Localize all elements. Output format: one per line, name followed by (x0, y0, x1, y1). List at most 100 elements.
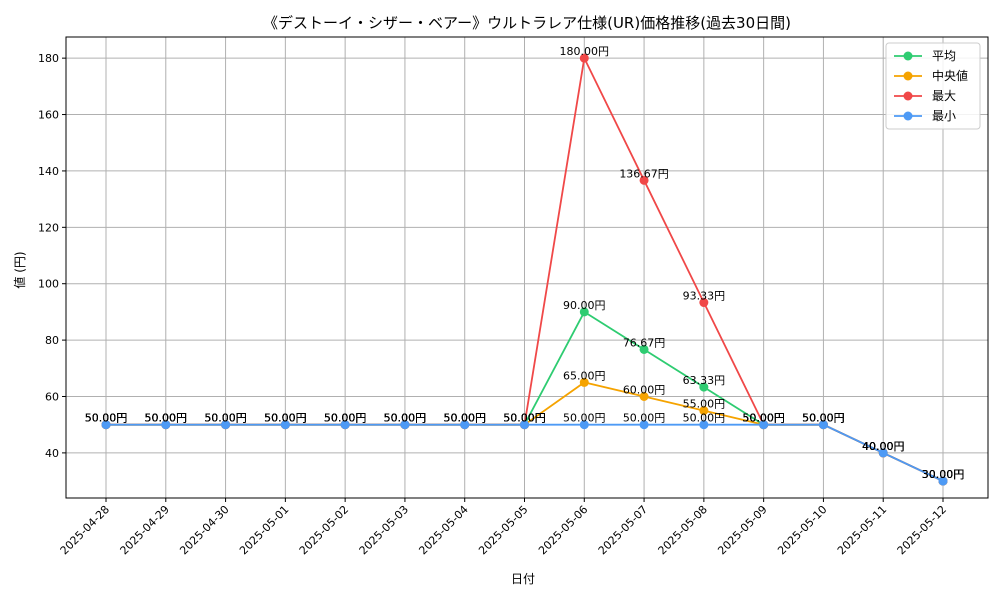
data-point (699, 298, 709, 308)
data-point (759, 420, 769, 430)
plot-frame (65, 36, 989, 499)
data-point (699, 382, 709, 392)
data-label: 30.00円 (922, 468, 965, 481)
y-tick-label: 160 (38, 109, 59, 122)
data-label: 50.00円 (384, 412, 427, 425)
data-label: 50.00円 (324, 412, 367, 425)
data-label: 93.33円 (683, 290, 726, 303)
legend-box (885, 42, 981, 130)
data-label: 50.00円 (683, 412, 726, 425)
data-label: 50.00円 (264, 412, 307, 425)
data-label: 50.00円 (324, 412, 367, 425)
data-label: 50.00円 (443, 412, 486, 425)
data-label: 50.00円 (324, 412, 367, 425)
data-label: 50.00円 (503, 412, 546, 425)
data-label: 50.00円 (503, 412, 546, 425)
data-label: 50.00円 (443, 412, 486, 425)
data-point (639, 344, 649, 354)
data-label: 50.00円 (503, 412, 546, 425)
data-label: 50.00円 (204, 412, 247, 425)
y-axis-title: 値 (円) (12, 251, 27, 288)
data-label: 50.00円 (443, 412, 486, 425)
data-point (340, 420, 350, 430)
legend-label: 最大 (932, 89, 956, 103)
data-point (579, 307, 589, 317)
legend-marker (903, 71, 913, 81)
data-label: 50.00円 (742, 412, 785, 425)
data-point (699, 420, 709, 430)
data-label: 50.00円 (384, 412, 427, 425)
y-tick-label: 180 (38, 52, 59, 65)
data-label: 50.00円 (802, 412, 845, 425)
legend-label: 最小 (932, 109, 956, 123)
data-label: 65.00円 (563, 369, 606, 382)
data-label: 50.00円 (623, 412, 666, 425)
data-label: 30.00円 (922, 468, 965, 481)
data-label: 50.00円 (145, 412, 188, 425)
data-point (579, 377, 589, 387)
data-label: 50.00円 (503, 412, 546, 425)
data-label: 50.00円 (145, 412, 188, 425)
data-label: 50.00円 (443, 412, 486, 425)
data-label: 50.00円 (384, 412, 427, 425)
legend-label: 平均 (932, 49, 956, 63)
data-label: 50.00円 (802, 412, 845, 425)
data-label: 60.00円 (623, 383, 666, 396)
data-point (639, 175, 649, 185)
data-label: 50.00円 (563, 412, 606, 425)
data-label: 76.67円 (623, 336, 666, 349)
y-tick-label: 140 (38, 165, 59, 178)
data-label: 50.00円 (204, 412, 247, 425)
data-label: 55.00円 (683, 398, 726, 411)
data-label: 50.00円 (85, 412, 128, 425)
grid-lines (66, 37, 988, 498)
legend-marker (903, 51, 913, 61)
data-label: 50.00円 (742, 412, 785, 425)
data-label: 50.00円 (204, 412, 247, 425)
data-point (460, 420, 470, 430)
data-point (101, 420, 111, 430)
data-point (639, 420, 649, 430)
data-point (639, 391, 649, 401)
data-label: 50.00円 (264, 412, 307, 425)
data-label: 136.67円 (619, 167, 669, 180)
data-point (699, 406, 709, 416)
data-label: 30.00円 (922, 468, 965, 481)
y-tick-label: 100 (38, 278, 59, 291)
data-label: 50.00円 (384, 412, 427, 425)
legend-marker (903, 111, 913, 121)
legend-marker (903, 91, 913, 101)
data-point (221, 420, 231, 430)
data-label: 40.00円 (862, 440, 905, 453)
data-label: 50.00円 (264, 412, 307, 425)
data-label: 50.00円 (264, 412, 307, 425)
series-lines (101, 53, 948, 486)
data-point (400, 420, 410, 430)
data-point (520, 420, 529, 430)
data-label: 50.00円 (204, 412, 247, 425)
data-label: 50.00円 (742, 412, 785, 425)
data-labels: 50.00円 50.00円 50.00円 50.00円 50.00円 50.00円 50.0… (85, 45, 965, 481)
y-tick-label: 120 (38, 221, 59, 234)
data-point (579, 53, 589, 63)
data-label: 180.00円 (560, 45, 610, 58)
data-label: 50.00円 (145, 412, 188, 425)
data-point (878, 448, 888, 458)
data-label: 50.00円 (324, 412, 367, 425)
data-label: 40.00円 (862, 440, 905, 453)
y-tick-label: 80 (45, 334, 59, 347)
data-label: 50.00円 (742, 412, 785, 425)
data-point (938, 476, 948, 486)
y-tick-label: 40 (45, 447, 59, 460)
legend-label: 中央値 (932, 68, 968, 83)
data-label: 50.00円 (85, 412, 128, 425)
data-label: 50.00円 (802, 412, 845, 425)
chart-title: 《デストーイ・シザー・ベアー》ウルトラレア仕様(UR)価格推移(過去30日間) (263, 14, 791, 32)
data-point (280, 420, 290, 430)
data-label: 50.00円 (145, 412, 188, 425)
data-point (161, 420, 171, 430)
